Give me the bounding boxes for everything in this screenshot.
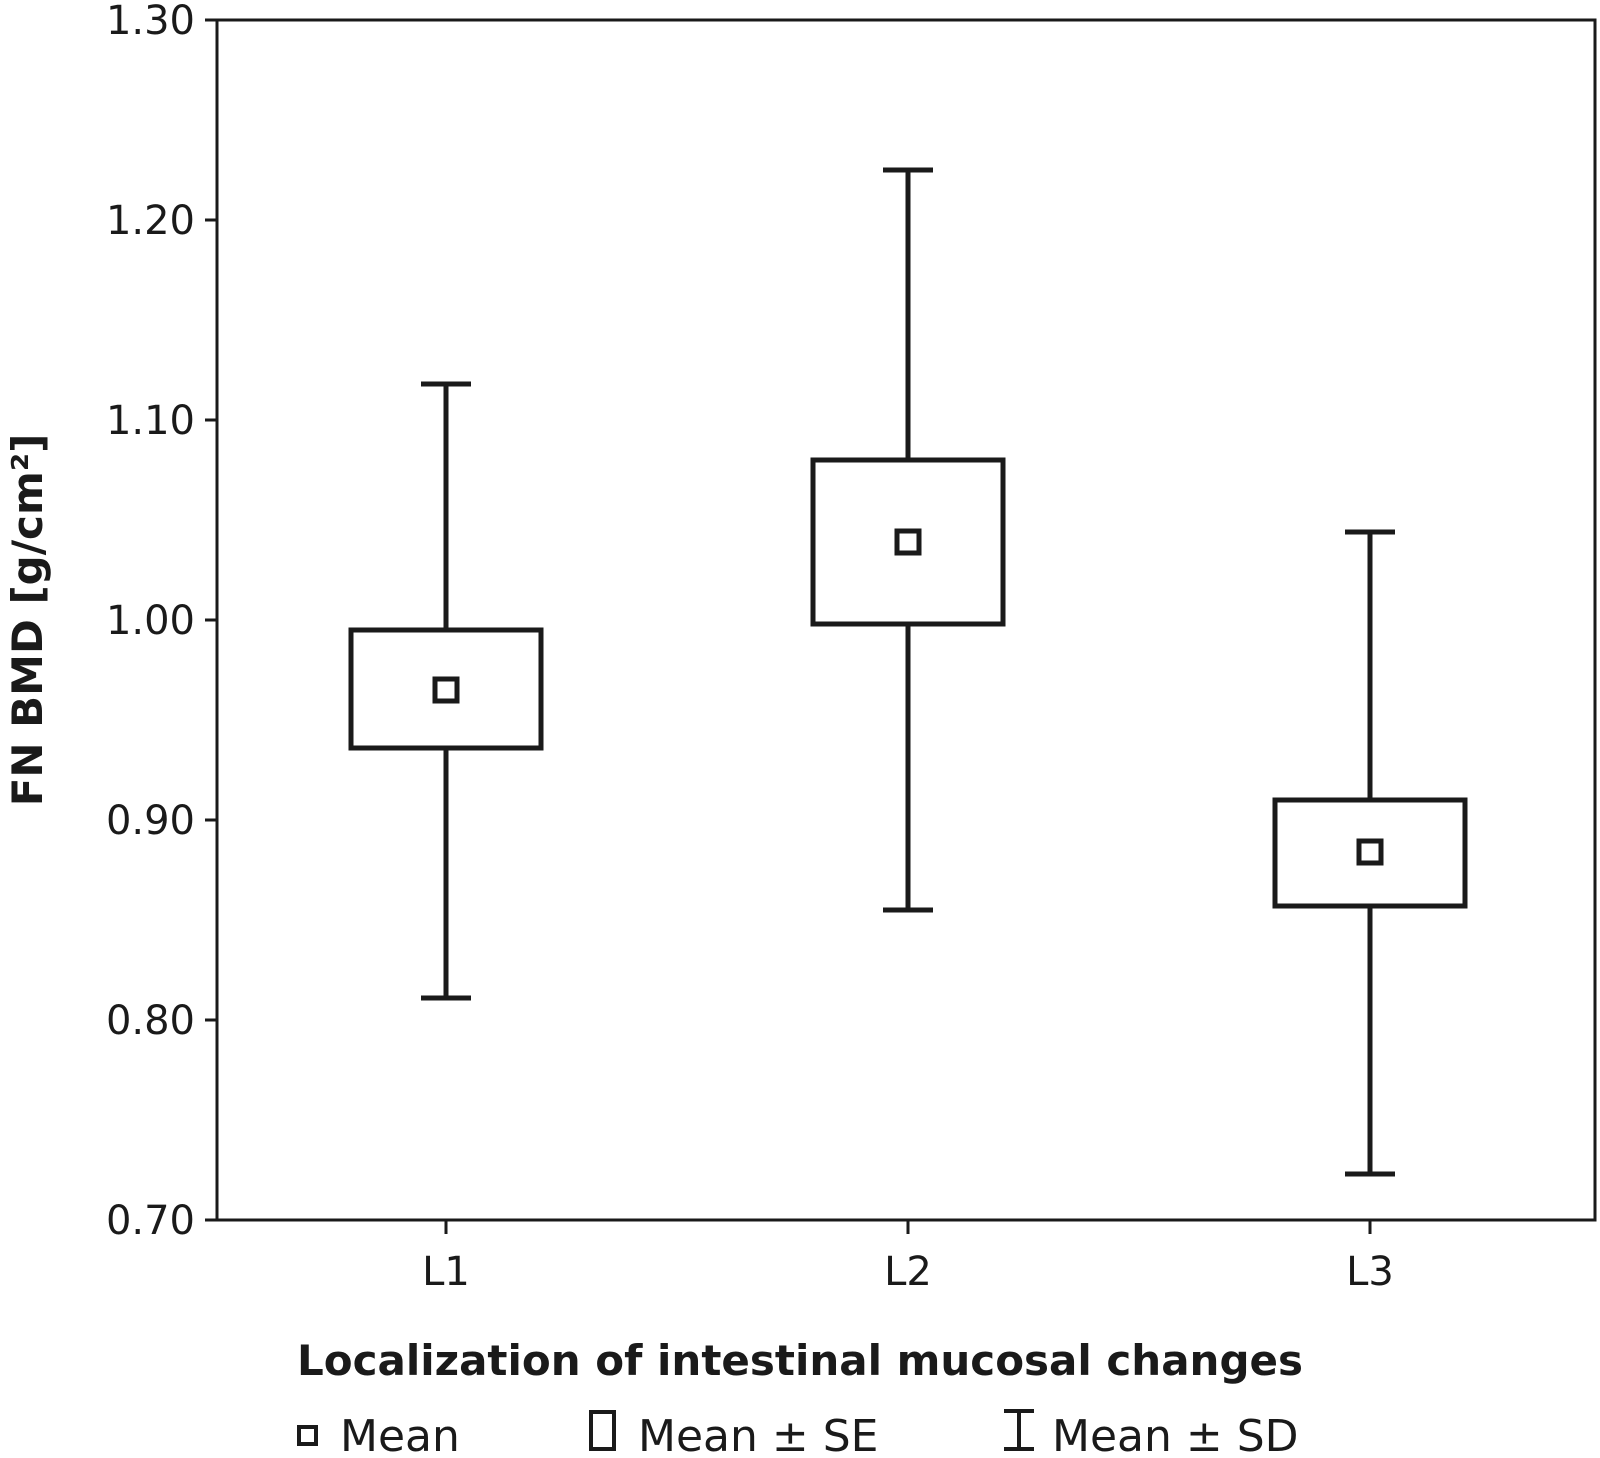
x-tick-label: L1 [422,1249,470,1295]
y-tick-label: 0.90 [106,798,195,844]
plot-marks [348,167,1468,1177]
x-tick-label: L3 [1346,1249,1394,1295]
x-tick-label: L2 [884,1249,932,1295]
mean-marker [1356,838,1384,866]
legend-sd-symbol [1004,1409,1034,1451]
legend-se-label: Mean ± SE [638,1411,878,1458]
y-tick-label: 1.10 [106,398,195,444]
y-axis-title: FN BMD [g/cm²] [3,434,52,807]
y-tick-label: 0.80 [106,998,195,1044]
y-tick-label: 1.20 [106,198,195,244]
x-axis-title: Localization of intestinal mucosal chang… [297,1336,1303,1385]
legend: Mean Mean ± SE Mean ± SD [297,1409,1299,1458]
group-L2 [810,167,1006,913]
legend-mean-symbol [297,1425,318,1446]
group-L3 [1272,529,1468,1177]
mean-marker [432,676,460,704]
y-axis: 0.70 0.80 0.90 1.00 1.10 1.20 1.30 [106,0,217,1244]
legend-mean-label: Mean [340,1411,460,1458]
group-L1 [348,381,544,1001]
y-tick-label: 1.30 [106,0,195,44]
y-tick-label: 0.70 [106,1198,195,1244]
legend-se-symbol [589,1410,616,1451]
y-tick-label: 1.00 [106,598,195,644]
legend-sd-label: Mean ± SD [1052,1411,1299,1458]
x-axis: L1 L2 L3 [422,1220,1394,1295]
mean-marker [894,528,922,556]
